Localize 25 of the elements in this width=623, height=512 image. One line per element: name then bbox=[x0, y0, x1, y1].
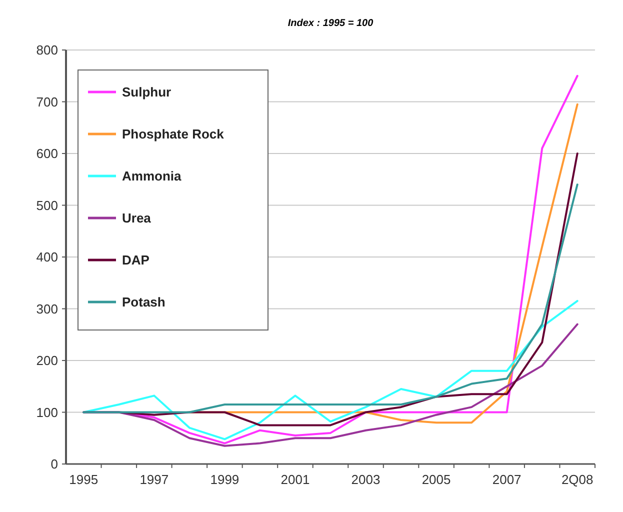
y-tick-label: 700 bbox=[36, 94, 58, 110]
y-tick-label: 300 bbox=[36, 301, 58, 316]
y-tick-label: 100 bbox=[36, 404, 58, 420]
x-tick-label: 2003 bbox=[351, 472, 380, 487]
y-tick-label: 800 bbox=[36, 42, 58, 58]
legend-label: DAP bbox=[122, 252, 150, 268]
x-tick-label: 1995 bbox=[69, 472, 98, 487]
x-tick-label: 2001 bbox=[280, 472, 310, 487]
y-tick-label: 200 bbox=[36, 353, 58, 368]
x-tick-label: 2007 bbox=[492, 472, 522, 487]
y-tick-label: 400 bbox=[36, 250, 58, 265]
x-tick-label: 2005 bbox=[422, 472, 451, 487]
y-tick-label: 600 bbox=[36, 146, 58, 162]
legend-label: Phosphate Rock bbox=[122, 126, 225, 142]
x-tick-label: 1997 bbox=[140, 472, 169, 487]
chart-title: Index : 1995 = 100 bbox=[288, 18, 374, 29]
y-tick-label: 500 bbox=[36, 198, 58, 213]
legend-label: Potash bbox=[122, 294, 166, 310]
line-series bbox=[82, 184, 578, 414]
legend-label: Ammonia bbox=[122, 168, 182, 184]
legend-label: Urea bbox=[122, 210, 152, 226]
x-tick-label: 2Q08 bbox=[561, 472, 594, 487]
legend-label: Sulphur bbox=[122, 84, 172, 100]
x-tick-label: 1999 bbox=[210, 472, 240, 487]
y-tick-label: 0 bbox=[50, 456, 58, 472]
